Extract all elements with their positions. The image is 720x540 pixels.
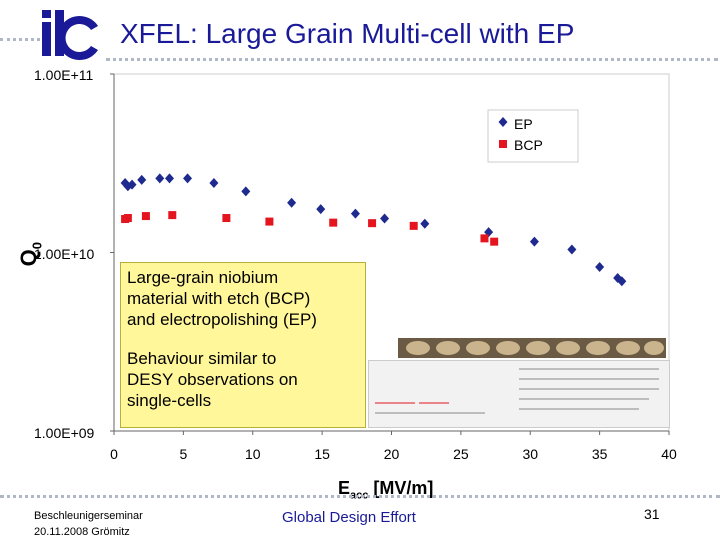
data-point-ep [287, 197, 297, 208]
data-point-ep [155, 173, 165, 184]
cavity-photo-caption-area [368, 360, 670, 428]
x-tick-label: 5 [179, 446, 187, 462]
data-point-ep [183, 173, 193, 184]
legend-label-ep: EP [514, 116, 533, 132]
footer-divider [0, 495, 720, 498]
x-tick-label: 40 [661, 446, 677, 462]
multicell-cavity-photo [398, 338, 666, 358]
x-tick-label: 15 [314, 446, 330, 462]
callout-line: material with etch (BCP) [127, 289, 311, 308]
axes: 0 5 10 15 20 25 30 35 40 [110, 73, 677, 462]
data-point-bcp [409, 221, 418, 230]
data-point-bcp [265, 217, 274, 226]
callout-line: Large-grain niobium [127, 268, 279, 287]
data-point-ep [567, 244, 577, 255]
x-tick-label: 25 [453, 446, 469, 462]
callout-line: and electropolishing (EP) [127, 310, 317, 329]
y-tick-label-mid: 1.00E+10 [34, 246, 95, 262]
data-point-bcp [329, 218, 338, 227]
page-number: 31 [644, 506, 660, 522]
data-point-ep [127, 179, 137, 190]
callout-line: DESY observations on [127, 370, 298, 389]
data-point-ep [316, 204, 326, 215]
legend-marker-bcp [499, 140, 507, 148]
data-point-ep [350, 208, 360, 219]
x-axis-title: Eacc [MV/m] [338, 478, 434, 502]
footer-event: Beschleunigerseminar 20.11.2008 Grömitz [34, 508, 143, 540]
legend-label-bcp: BCP [514, 137, 543, 153]
data-point-bcp [368, 219, 377, 228]
data-point-bcp [480, 234, 489, 243]
data-points [120, 173, 627, 287]
annotation-callout: Large-grain niobium material with etch (… [120, 262, 366, 428]
data-point-ep [420, 218, 430, 229]
x-tick-label: 10 [245, 446, 261, 462]
legend-box [487, 109, 579, 163]
callout-line: single-cells [127, 391, 212, 410]
data-point-ep [209, 178, 219, 189]
data-point-ep [380, 213, 390, 224]
data-point-ep [241, 186, 251, 197]
y-axis-title: Q0 [15, 242, 45, 267]
y-tick-label-top: 1.00E+11 [34, 67, 94, 83]
x-tick-label: 35 [592, 446, 608, 462]
data-point-ep [137, 174, 147, 185]
data-point-ep [120, 178, 130, 189]
data-point-bcp [168, 211, 177, 220]
data-point-ep [595, 261, 605, 272]
footer-organization: Global Design Effort [282, 509, 416, 526]
footer-event-date: 20.11.2008 Grömitz [34, 526, 130, 538]
callout-line: Behaviour similar to [127, 349, 277, 368]
title-underline [106, 58, 718, 61]
legend-marker-ep [498, 117, 508, 127]
x-tick-label: 20 [384, 446, 400, 462]
data-point-bcp [222, 214, 231, 223]
data-point-bcp [490, 237, 499, 246]
data-point-ep [165, 173, 174, 184]
x-tick-label: 0 [110, 446, 118, 462]
x-tick-label: 30 [522, 446, 538, 462]
data-point-ep [529, 236, 539, 247]
footer-event-name: Beschleunigerseminar [34, 510, 143, 522]
slide-title: XFEL: Large Grain Multi-cell with EP [120, 18, 575, 49]
data-point-ep [617, 276, 627, 287]
ilc-logo: ilc [42, 10, 98, 60]
data-point-bcp [123, 214, 132, 223]
data-point-bcp [141, 212, 150, 221]
header-divider [0, 38, 40, 41]
caption-scribble [375, 368, 659, 414]
chart-legend [487, 109, 579, 163]
y-tick-label-bottom: 1.00E+09 [34, 425, 95, 441]
